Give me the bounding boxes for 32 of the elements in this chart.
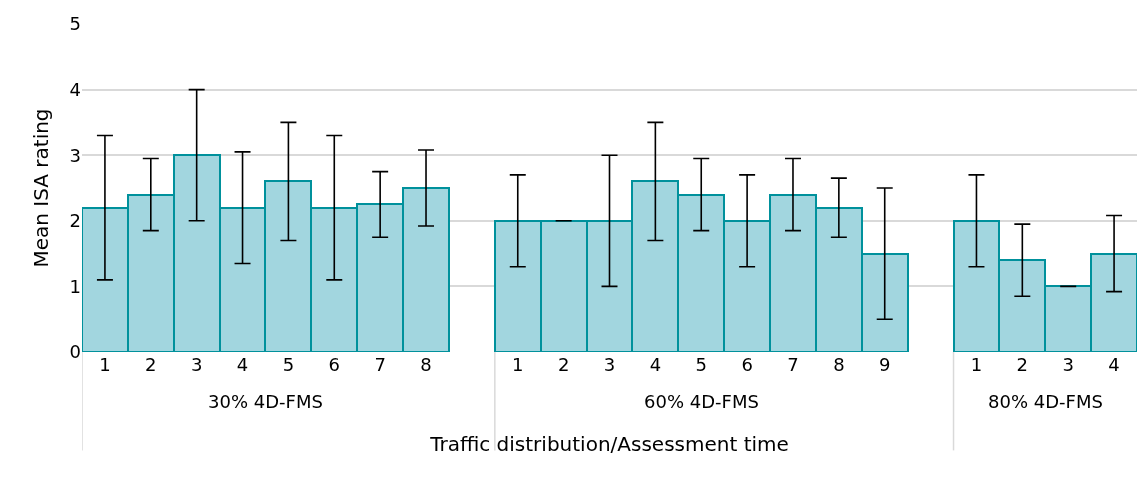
- text: 60% 4D-FMS: [644, 391, 759, 412]
- x-tick-label: 8: [420, 354, 432, 375]
- y-tick-label: 0: [69, 341, 81, 363]
- y-tick-label: 2: [69, 210, 81, 232]
- x-tick-label: 5: [695, 354, 707, 375]
- x-axis-title: Traffic distribution/Assessment time: [429, 431, 789, 456]
- x-tick-label: 1: [99, 354, 111, 375]
- x-tick-label: 5: [282, 354, 295, 375]
- x-tick-label: 8: [833, 354, 845, 375]
- y-axis-title: Mean ISA rating: [29, 108, 54, 268]
- x-tick-label: 3: [1062, 354, 1074, 375]
- x-tick-label: 3: [603, 354, 616, 375]
- x-tick-label: 1: [970, 354, 983, 375]
- x-tick-label: 2: [557, 354, 570, 375]
- x-tick-label: 6: [328, 354, 341, 375]
- y-tick-label: 4: [69, 78, 81, 100]
- y-tick-label: 3: [69, 144, 81, 166]
- y-tick-label: 1: [69, 275, 81, 297]
- x-tick-label: 7: [787, 354, 799, 375]
- x-tick-label: 7: [374, 354, 386, 375]
- x-tick-label: 4: [1108, 354, 1120, 375]
- y-tick-label: 5: [69, 13, 81, 35]
- x-tick-label: 1: [512, 354, 524, 375]
- x-tick-label: 9: [878, 354, 891, 375]
- x-tick-label: 2: [1016, 354, 1029, 375]
- x-tick-label: 6: [741, 354, 753, 375]
- text: 30% 4D-FMS: [208, 391, 323, 412]
- text: 80% 4D-FMS: [988, 391, 1103, 412]
- x-tick-label: 3: [190, 354, 203, 375]
- x-tick-label: 4: [649, 354, 662, 375]
- x-tick-label: 2: [145, 354, 157, 375]
- x-tick-label: 4: [236, 354, 249, 375]
